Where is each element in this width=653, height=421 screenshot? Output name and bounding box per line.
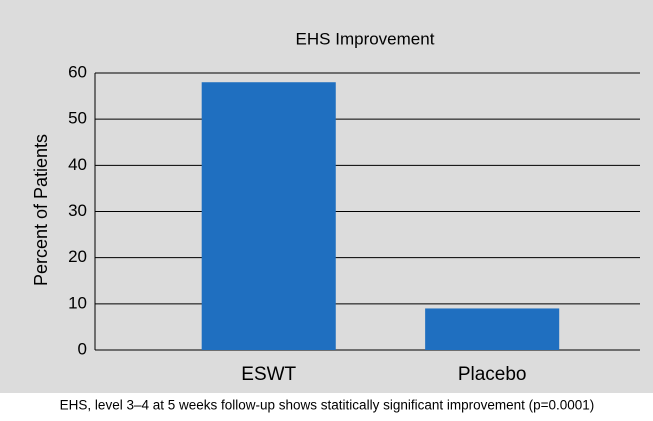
y-tick-label: 20 bbox=[68, 247, 87, 266]
y-tick-label: 0 bbox=[78, 339, 87, 358]
bar bbox=[425, 308, 560, 350]
y-tick-label: 10 bbox=[68, 293, 87, 312]
y-tick-label: 50 bbox=[68, 109, 87, 128]
chart-title: EHS Improvement bbox=[296, 29, 435, 48]
y-tick-label: 60 bbox=[68, 62, 87, 81]
y-axis-label: Percent of Patients bbox=[31, 134, 51, 286]
x-tick-label: Placebo bbox=[458, 364, 527, 385]
x-tick-label: ESWT bbox=[241, 364, 296, 385]
bar bbox=[201, 82, 336, 350]
y-tick-label: 30 bbox=[68, 201, 87, 220]
caption: EHS, level 3–4 at 5 weeks follow-up show… bbox=[60, 398, 595, 413]
y-tick-label: 40 bbox=[68, 155, 87, 174]
